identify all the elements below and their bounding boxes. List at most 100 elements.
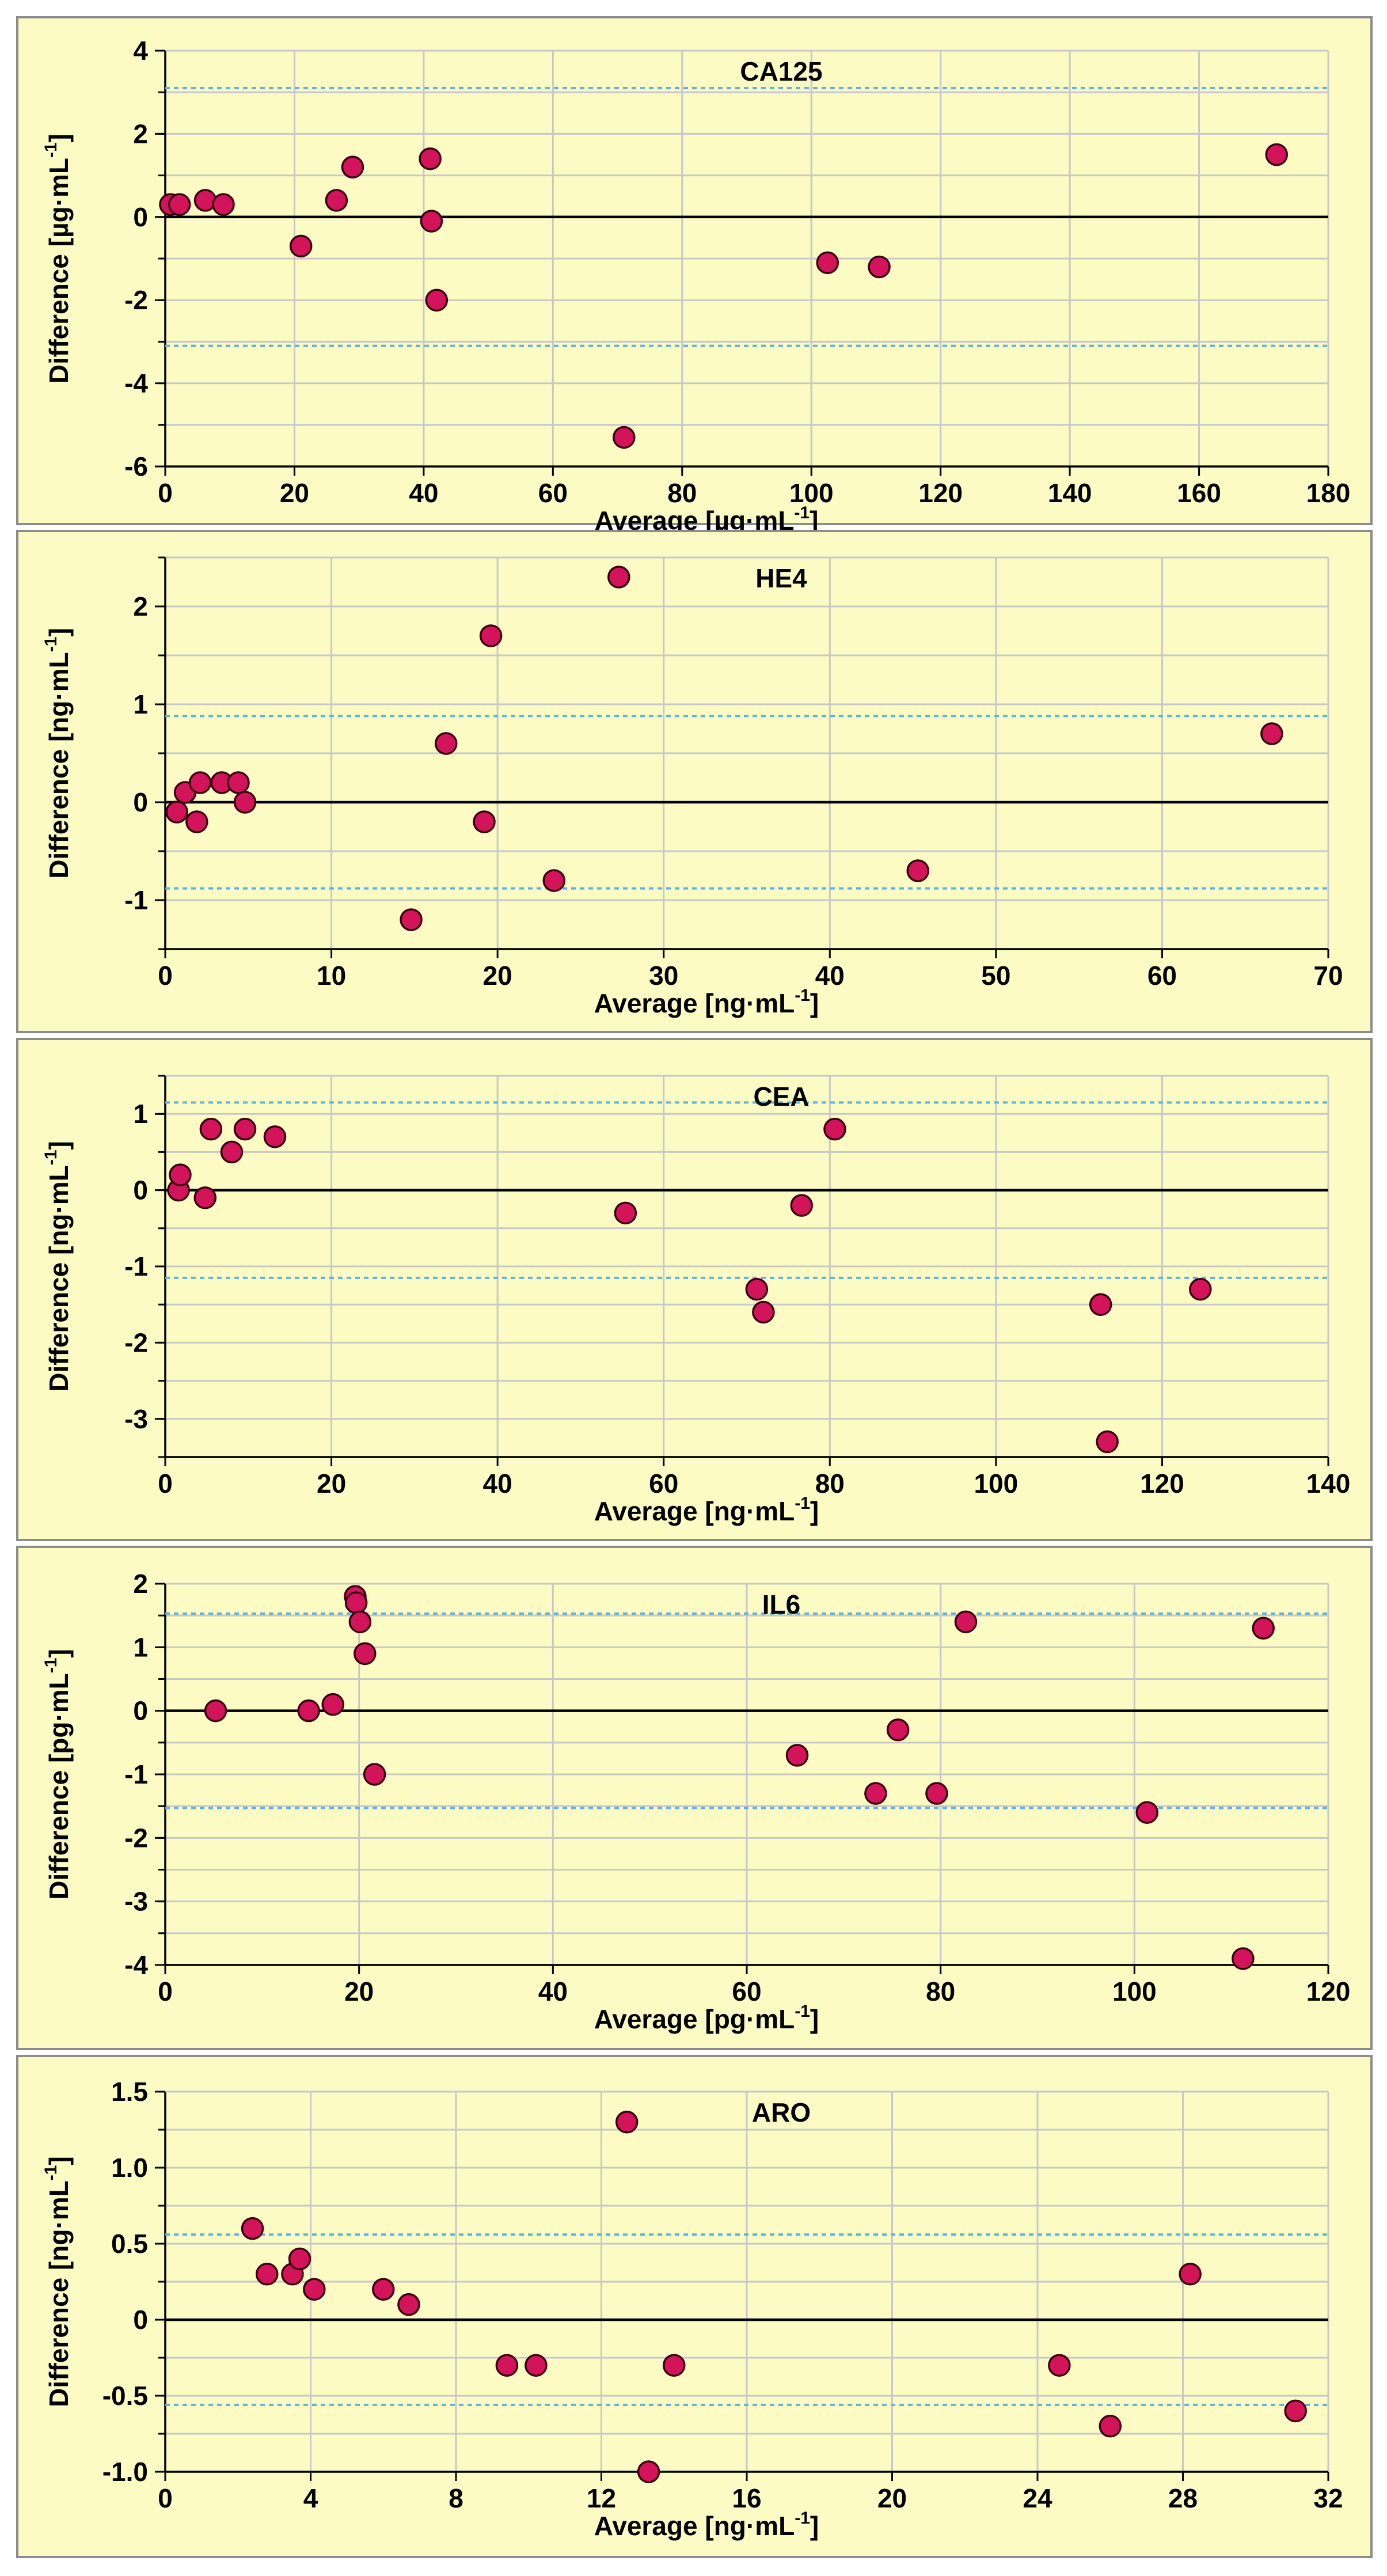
x-axis-title-exponent: -1 xyxy=(795,1494,810,1513)
data-point xyxy=(864,1782,887,1805)
data-point xyxy=(344,1591,368,1614)
y-axis-title-exponent: -1 xyxy=(41,142,60,158)
data-point xyxy=(607,566,630,589)
data-point xyxy=(289,234,313,258)
x-tick-label: 120 xyxy=(1140,1469,1184,1498)
x-tick-label: 30 xyxy=(649,961,678,991)
x-axis-title-exponent: -1 xyxy=(794,503,810,522)
y-tick-label: 1.5 xyxy=(111,2077,148,2107)
panel-title: CEA xyxy=(753,1082,809,1111)
data-point xyxy=(256,2263,279,2286)
x-tick-label: 10 xyxy=(317,961,346,991)
data-point xyxy=(400,908,423,931)
panel-title: CA125 xyxy=(740,56,822,86)
data-point xyxy=(886,1718,910,1742)
data-point xyxy=(816,251,839,274)
y-tick-label: -2 xyxy=(124,285,148,315)
data-point xyxy=(168,193,191,216)
data-point xyxy=(220,1140,244,1164)
x-axis-title: Average [pg·mL-1] xyxy=(594,2002,819,2034)
chart-panel-ca125: 0 20 40 60 80 100 120 140 160 180-6-4-2024CA125Av… xyxy=(16,16,1373,536)
data-point xyxy=(325,189,348,212)
chart-panel-cea: 0 20 40 60 80 100 120 140 -3 -2 -1 0 1 CEA Average [ng… xyxy=(16,1038,1373,1541)
panel-title: IL6 xyxy=(762,1589,800,1619)
x-axis-title-bracket: ] xyxy=(810,2004,819,2034)
x-tick-label: 60 xyxy=(649,1469,678,1498)
data-point xyxy=(1135,1801,1158,1824)
x-tick-label: 16 xyxy=(732,2483,761,2513)
x-tick-label: 80 xyxy=(667,478,697,508)
y-axis-title-bracket: ] xyxy=(44,628,74,636)
data-point xyxy=(372,2278,395,2301)
y-tick-label: 2 xyxy=(133,1569,148,1599)
x-tick-label: 180 xyxy=(1306,478,1351,508)
x-axis-title-text: Average [ng·mL xyxy=(594,2511,795,2541)
data-point xyxy=(542,869,566,892)
panel-title: HE4 xyxy=(755,563,807,593)
y-axis-title-exponent: -1 xyxy=(41,1658,60,1674)
data-point xyxy=(321,1693,344,1716)
x-tick-label: 140 xyxy=(1306,1469,1351,1498)
y-axis-title: Difference [ng·mL-1] xyxy=(41,1141,74,1392)
data-point xyxy=(1252,1617,1275,1640)
data-point xyxy=(288,2247,311,2271)
y-tick-label: 0 xyxy=(133,2305,148,2335)
x-axis-title-text: Average [ng·mL xyxy=(594,988,795,1018)
x-axis-title-exponent: -1 xyxy=(795,2509,810,2528)
y-axis-title-text: Difference [pg·mL xyxy=(44,1673,74,1900)
data-point xyxy=(199,1117,223,1141)
x-tick-label: 100 xyxy=(1112,1976,1157,2006)
data-point xyxy=(868,255,891,279)
data-point xyxy=(925,1782,948,1805)
x-tick-label: 60 xyxy=(1147,961,1177,991)
x-tick-label: 20 xyxy=(280,478,309,508)
y-axis-title-exponent: -1 xyxy=(41,2165,60,2181)
data-point xyxy=(425,289,449,312)
data-point xyxy=(1284,2399,1307,2423)
y-tick-label: 4 xyxy=(133,36,148,66)
data-point xyxy=(1260,722,1283,745)
y-tick-label: -2 xyxy=(124,1823,148,1853)
data-point xyxy=(525,2354,548,2377)
y-tick-label: 1 xyxy=(133,1632,148,1662)
y-axis-title-bracket: ] xyxy=(44,2156,74,2165)
y-tick-label: -1.0 xyxy=(102,2457,148,2487)
x-tick-label: 40 xyxy=(409,478,438,508)
y-tick-label: -3 xyxy=(124,1887,148,1917)
data-point xyxy=(785,1744,809,1767)
y-tick-label: -1 xyxy=(124,1251,148,1281)
data-point xyxy=(233,791,257,814)
y-axis-title-bracket: ] xyxy=(44,134,74,142)
x-tick-label: 160 xyxy=(1177,478,1221,508)
data-point xyxy=(745,1277,769,1301)
x-axis-title-bracket: ] xyxy=(810,1496,819,1526)
x-tick-label: 80 xyxy=(815,1469,845,1498)
data-point xyxy=(613,426,636,449)
data-point xyxy=(419,147,442,170)
y-tick-label: 0.5 xyxy=(111,2229,148,2259)
data-point xyxy=(906,859,929,882)
x-axis-title: Average [ng·mL-1] xyxy=(594,986,819,1018)
x-tick-label: 140 xyxy=(1048,478,1092,508)
data-point xyxy=(233,1117,257,1141)
data-point xyxy=(479,624,503,647)
x-tick-label: 40 xyxy=(815,961,845,991)
y-axis-title-exponent: -1 xyxy=(41,637,60,652)
x-tick-label: 0 xyxy=(158,478,173,508)
x-tick-label: 20 xyxy=(877,2483,907,2513)
x-tick-label: 70 xyxy=(1313,961,1343,991)
data-point xyxy=(348,1610,372,1633)
x-tick-label: 0 xyxy=(158,1469,173,1498)
data-point xyxy=(188,771,212,794)
panel-title: ARO xyxy=(752,2097,811,2127)
x-axis-title-exponent: -1 xyxy=(795,986,810,1005)
x-tick-label: 40 xyxy=(538,1976,568,2006)
data-point xyxy=(204,1699,227,1723)
data-point xyxy=(1089,1293,1112,1316)
data-point xyxy=(1096,1430,1119,1454)
x-tick-label: 20 xyxy=(344,1976,374,2006)
y-tick-label: 1 xyxy=(133,689,148,719)
y-axis-title-text: Difference [ng·mL xyxy=(44,2180,74,2407)
data-point xyxy=(1179,2263,1202,2286)
